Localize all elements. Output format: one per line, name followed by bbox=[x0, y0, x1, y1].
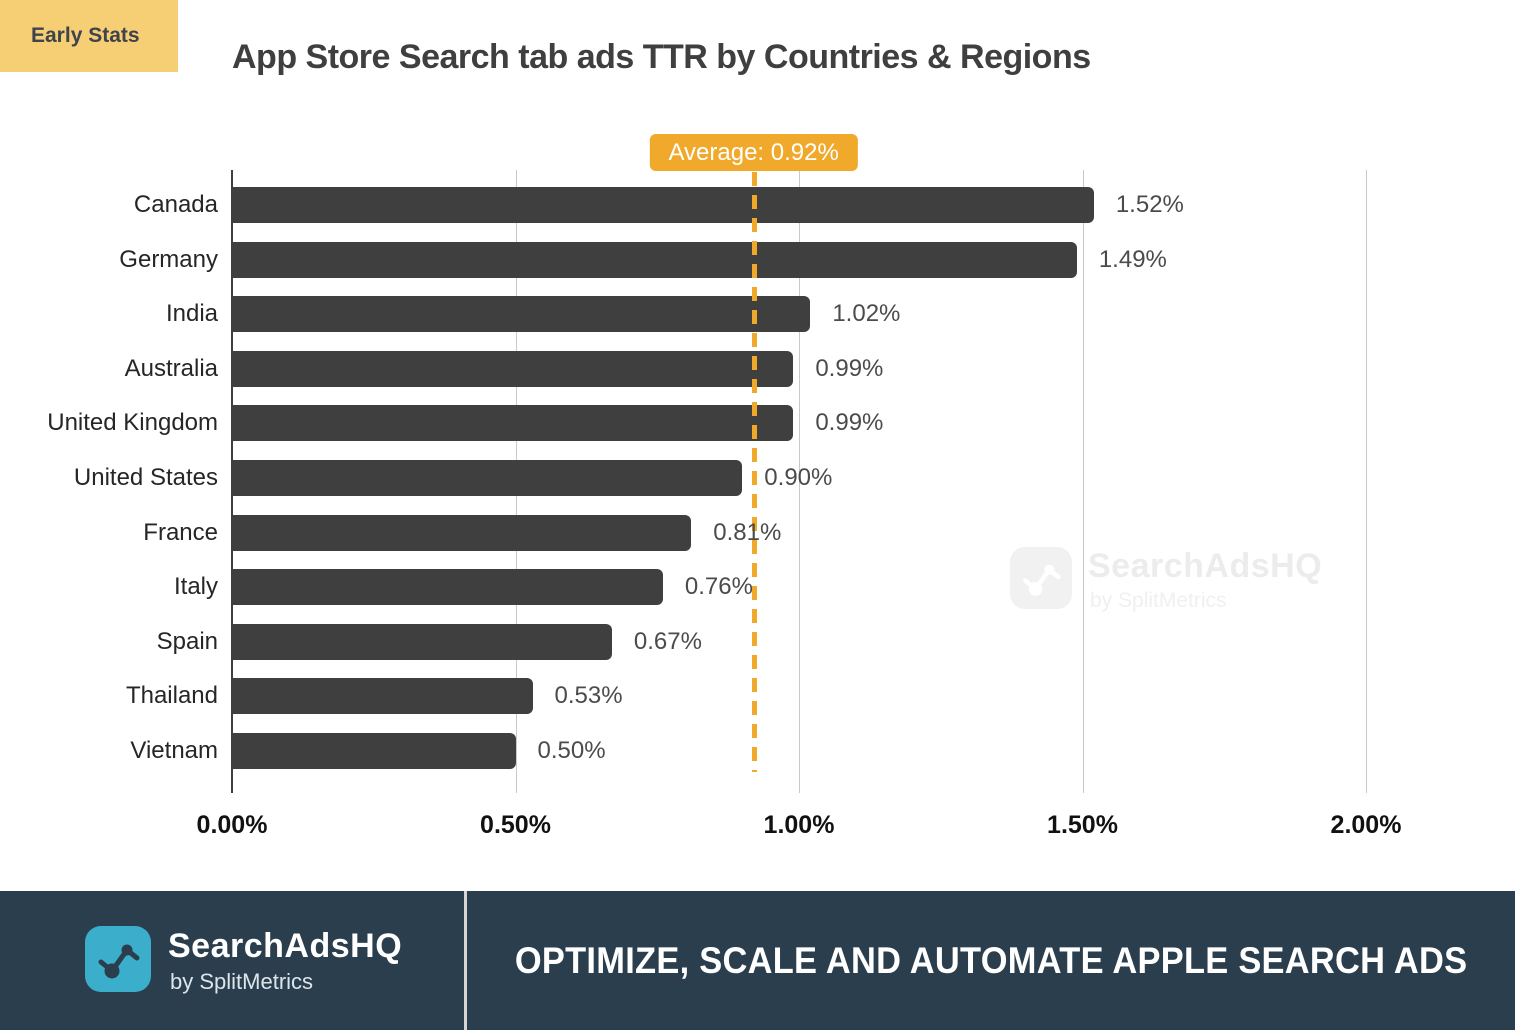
x-axis-tick-label: 0.50% bbox=[480, 811, 551, 839]
watermark: SearchAdsHQ by SplitMetrics bbox=[1010, 547, 1322, 613]
category-label: India bbox=[165, 300, 218, 328]
category-label: United States bbox=[73, 464, 218, 491]
bar bbox=[232, 350, 794, 387]
value-label: 0.76% bbox=[684, 573, 753, 601]
value-label: 1.02% bbox=[832, 300, 901, 328]
bar bbox=[232, 187, 1094, 223]
footer-banner: SearchAdsHQ by SplitMetrics OPTIMIZE, SC… bbox=[0, 891, 1515, 1030]
bar bbox=[232, 460, 743, 496]
footer-brand-byline: by SplitMetrics bbox=[170, 969, 314, 994]
category-label: Spain bbox=[156, 627, 218, 655]
watermark-byline: by SplitMetrics bbox=[1090, 589, 1227, 612]
gridline bbox=[1082, 170, 1084, 793]
watermark-text: SearchAdsHQ by SplitMetrics bbox=[1088, 547, 1322, 613]
ttr-bar-chart: Average: 0.92% 0.00% 0.50% 1.00% 1.50% 2.00%… bbox=[47, 134, 1401, 839]
footer-tagline: OPTIMIZE, SCALE AND AUTOMATE APPLE SEARC… bbox=[514, 939, 1468, 981]
category-label: Canada bbox=[133, 191, 218, 218]
value-label: 0.81% bbox=[713, 518, 782, 546]
searchadshq-logo-icon bbox=[85, 926, 151, 992]
value-label: 1.49% bbox=[1098, 245, 1167, 273]
category-label: Australia bbox=[124, 354, 218, 382]
page-title: App Store Search tab ads TTR by Countrie… bbox=[232, 38, 1091, 76]
average-dashed-line bbox=[751, 172, 757, 772]
category-label: Germany bbox=[119, 245, 218, 273]
value-label: 0.53% bbox=[554, 682, 623, 710]
bar bbox=[232, 405, 794, 442]
footer-tagline-block: OPTIMIZE, SCALE AND AUTOMATE APPLE SEARC… bbox=[467, 891, 1515, 1030]
value-label: 0.99% bbox=[815, 409, 884, 437]
watermark-brand: SearchAdsHQ bbox=[1088, 547, 1323, 585]
gridline bbox=[1366, 170, 1367, 793]
x-axis-tick-label: 2.00% bbox=[1330, 811, 1402, 839]
category-label: Vietnam bbox=[130, 737, 218, 764]
category-label: United Kingdom bbox=[47, 409, 218, 437]
bar bbox=[232, 241, 1077, 278]
average-badge: Average: 0.92% bbox=[649, 134, 858, 171]
category-label: France bbox=[143, 518, 218, 546]
early-stats-badge: Early Stats bbox=[0, 0, 178, 72]
footer-brand-name: SearchAdsHQ bbox=[168, 927, 403, 965]
early-stats-label: Early Stats bbox=[31, 24, 140, 47]
value-label: 0.90% bbox=[764, 464, 833, 491]
bar bbox=[232, 296, 811, 333]
value-label: 0.99% bbox=[815, 354, 884, 382]
bar bbox=[232, 678, 533, 715]
bar bbox=[232, 569, 663, 606]
category-label: Italy bbox=[173, 573, 218, 601]
x-axis-tick-label: 1.50% bbox=[1047, 811, 1118, 839]
footer-brand-text: SearchAdsHQ by SplitMetrics bbox=[168, 927, 402, 995]
footer-brand-block: SearchAdsHQ by SplitMetrics bbox=[0, 891, 464, 1030]
category-label: Thailand bbox=[125, 682, 218, 710]
value-label: 0.50% bbox=[537, 737, 606, 764]
value-label: 0.67% bbox=[633, 627, 702, 655]
bar bbox=[232, 514, 692, 551]
watermark-linechart-icon bbox=[1010, 547, 1072, 609]
gridline bbox=[799, 170, 800, 793]
bar bbox=[232, 733, 516, 769]
x-axis-tick-label: 0.00% bbox=[196, 811, 268, 839]
footer-divider bbox=[464, 891, 467, 1030]
x-axis-tick-label: 1.00% bbox=[763, 811, 835, 839]
value-label: 1.52% bbox=[1115, 191, 1184, 218]
bar bbox=[232, 623, 612, 660]
